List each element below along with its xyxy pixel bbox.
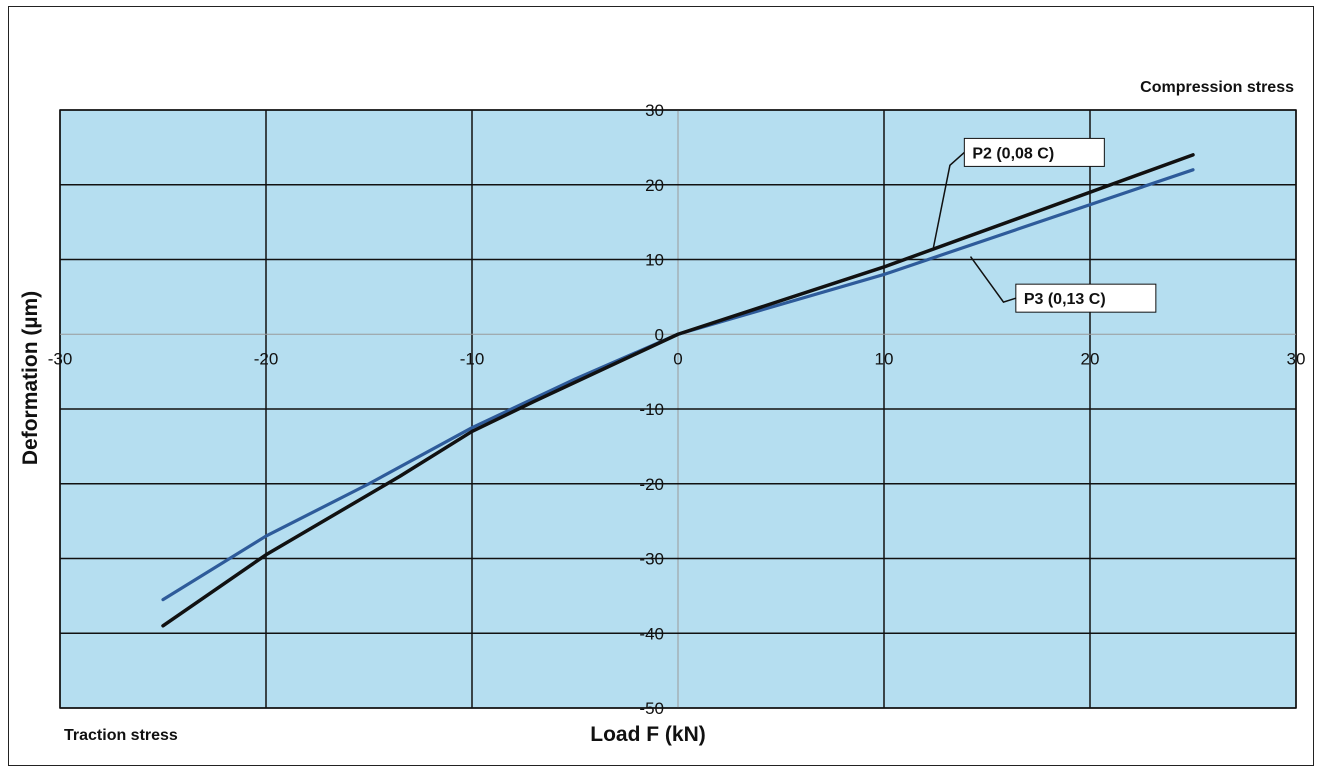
x-tick-label: 30	[1287, 349, 1306, 368]
callout-p2-box	[963, 137, 1105, 167]
x-axis-title: Load F (kN)	[590, 723, 706, 746]
callouts: P2 (0,08 C) P3 (0,13 C)	[932, 137, 1157, 313]
y-tick-label: 0	[655, 325, 664, 344]
grid	[59, 109, 1297, 709]
series-layer	[161, 153, 1195, 628]
y-tick-label: -20	[639, 475, 664, 494]
x-tick-label: -20	[254, 349, 279, 368]
x-tick-label: 0	[673, 349, 682, 368]
callout-p3-leader	[969, 256, 1017, 303]
series-line-p2	[161, 153, 1195, 628]
y-axis-title: Deformation (µm)	[19, 291, 42, 465]
y-tick-label: 20	[645, 176, 664, 195]
x-tick-label: 20	[1081, 349, 1100, 368]
callout-p2-text: P2 (0,08 C)	[972, 145, 1054, 162]
x-tick-label: 10	[875, 349, 894, 368]
callout-p2-leader	[932, 151, 965, 248]
x-tick-label: -10	[460, 349, 485, 368]
y-tick-label: -50	[639, 699, 664, 718]
y-tick-label: -30	[639, 550, 664, 569]
y-tick-label: -10	[639, 400, 664, 419]
tick-labels: -30 -20 -10 0 10 20 30 30 20 10 0 -10 -20 -30 -40 -50	[48, 101, 1306, 718]
y-tick-label: 30	[645, 101, 664, 120]
callout-p3-text: P3 (0,13 C)	[1024, 291, 1106, 308]
traction-stress-label: Traction stress	[64, 727, 178, 744]
y-tick-label: 10	[645, 251, 664, 270]
series-line-p3	[161, 168, 1195, 602]
x-tick-label: -30	[48, 349, 73, 368]
callout-p3-box	[1015, 283, 1157, 313]
y-tick-label: -40	[639, 624, 664, 643]
compression-stress-label: Compression stress	[1140, 79, 1294, 96]
